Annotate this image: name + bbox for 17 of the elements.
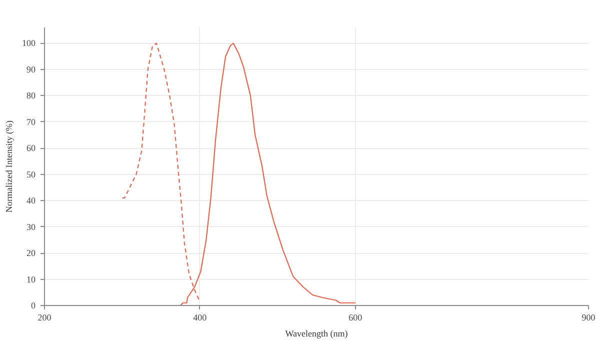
x-tick-label: 200 — [38, 312, 52, 322]
y-tick-label: 0 — [31, 300, 36, 310]
x-tick-label: 900 — [582, 312, 596, 322]
y-axis-title: Normalized Intensity (%) — [4, 120, 14, 212]
y-tick-label: 60 — [26, 143, 36, 154]
y-tick-label: 90 — [26, 64, 36, 74]
y-tick-label: 70 — [26, 116, 36, 127]
y-tick-label: 10 — [26, 274, 36, 284]
y-tick-label: 100 — [22, 38, 36, 48]
x-tick-label: 400 — [193, 312, 208, 322]
y-tick-label: 50 — [26, 169, 36, 180]
y-tick-label: 20 — [26, 248, 36, 258]
x-tick-label: 600 — [348, 312, 363, 322]
y-tick-label: 80 — [26, 90, 36, 101]
y-tick-label: 30 — [26, 222, 36, 232]
y-tick-label: 40 — [26, 196, 36, 206]
x-axis-title: Wavelength (nm) — [285, 328, 348, 338]
